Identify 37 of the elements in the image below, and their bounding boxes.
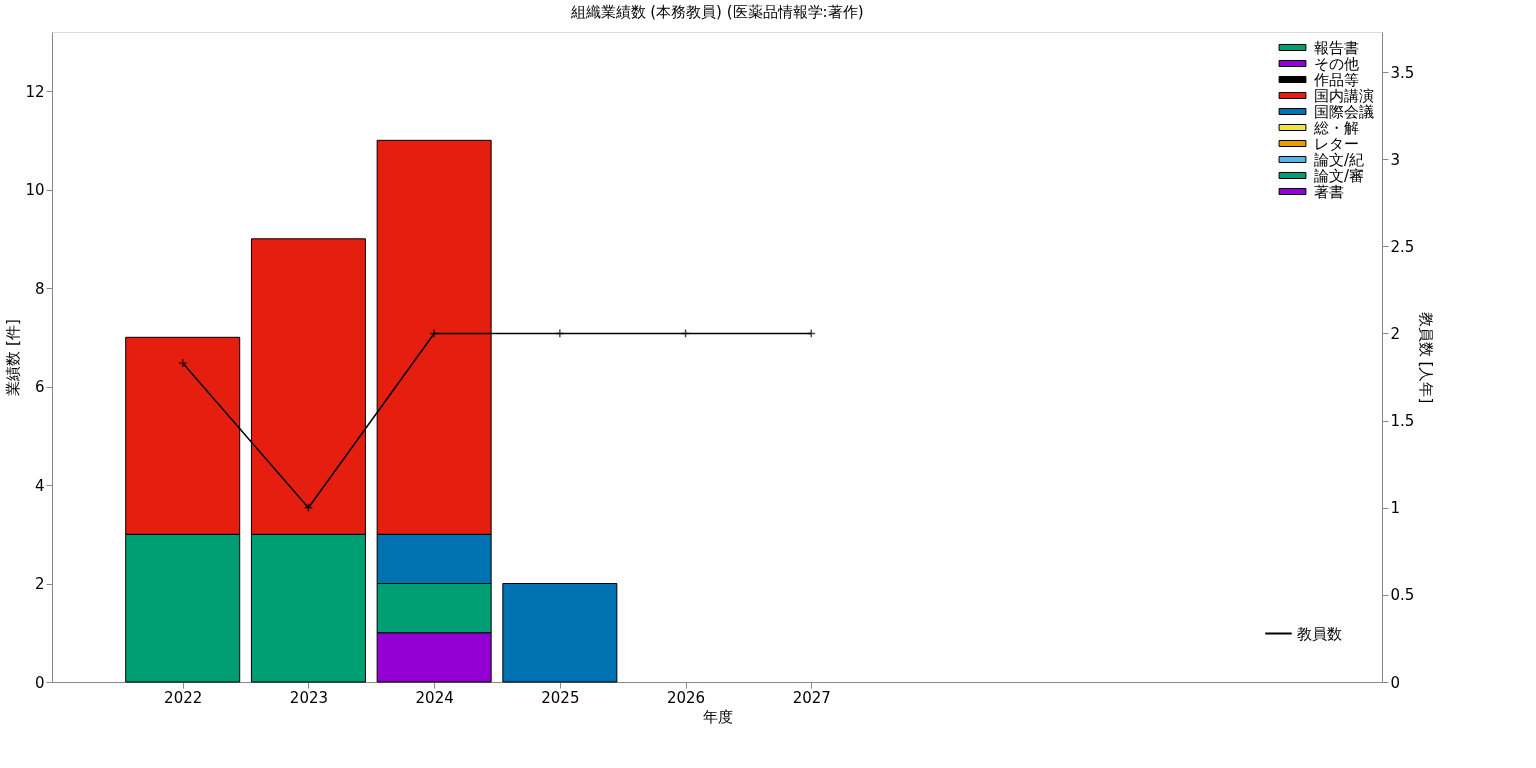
legend-label: 作品等 xyxy=(1313,70,1359,89)
chart-title: 組織業績数 (本務教員) (医薬品情報学:著作) xyxy=(569,3,864,21)
y-tick-label: 2 xyxy=(34,575,45,594)
x-tick-label: 2026 xyxy=(666,688,706,707)
y2-tick-label: 3.5 xyxy=(1390,63,1415,82)
x-tick-label: 2022 xyxy=(164,688,203,707)
y-tick-label: 12 xyxy=(25,82,45,101)
legend-label: 教員数 xyxy=(1297,624,1342,643)
y-tick-label: 0 xyxy=(34,673,45,692)
y-tick-label: 4 xyxy=(34,476,45,495)
y-axis-title: 業績数 [件] xyxy=(4,319,23,396)
y2-tick-label: 0.5 xyxy=(1390,586,1415,605)
y2-axis-title: 教員数 [人年] xyxy=(1417,311,1436,404)
legend-label: レター xyxy=(1314,134,1359,153)
legend-label: 論文/紀 xyxy=(1314,150,1365,169)
x-tick-label: 2023 xyxy=(289,688,329,707)
legend-label: 国内講演 xyxy=(1314,86,1374,105)
y2-tick-label: 2.5 xyxy=(1390,237,1415,256)
legend-label: 報告書 xyxy=(1314,38,1359,57)
x-tick-label: 2025 xyxy=(541,688,580,707)
y-tick-label: 10 xyxy=(25,181,45,200)
y-tick-label: 6 xyxy=(34,378,45,397)
y2-tick-label: 1.5 xyxy=(1390,412,1415,431)
y-tick-label: 8 xyxy=(34,279,45,298)
legend-label: 著書 xyxy=(1314,182,1344,201)
point xyxy=(178,358,188,368)
legend-label: 論文/審 xyxy=(1314,166,1365,185)
bar xyxy=(502,583,618,683)
y2-tick-label: 1 xyxy=(1390,499,1401,518)
y2-tick-label: 0 xyxy=(1390,673,1401,692)
y2-tick-label: 2 xyxy=(1390,324,1401,343)
legend-label: 総・解 xyxy=(1313,118,1359,137)
legend-label: 国際会議 xyxy=(1314,102,1374,121)
x-tick-label: 2024 xyxy=(415,688,454,707)
x-axis-title: 年度 xyxy=(702,707,733,726)
y2-tick-label: 3 xyxy=(1390,150,1401,169)
x-tick-label: 2027 xyxy=(792,688,831,707)
